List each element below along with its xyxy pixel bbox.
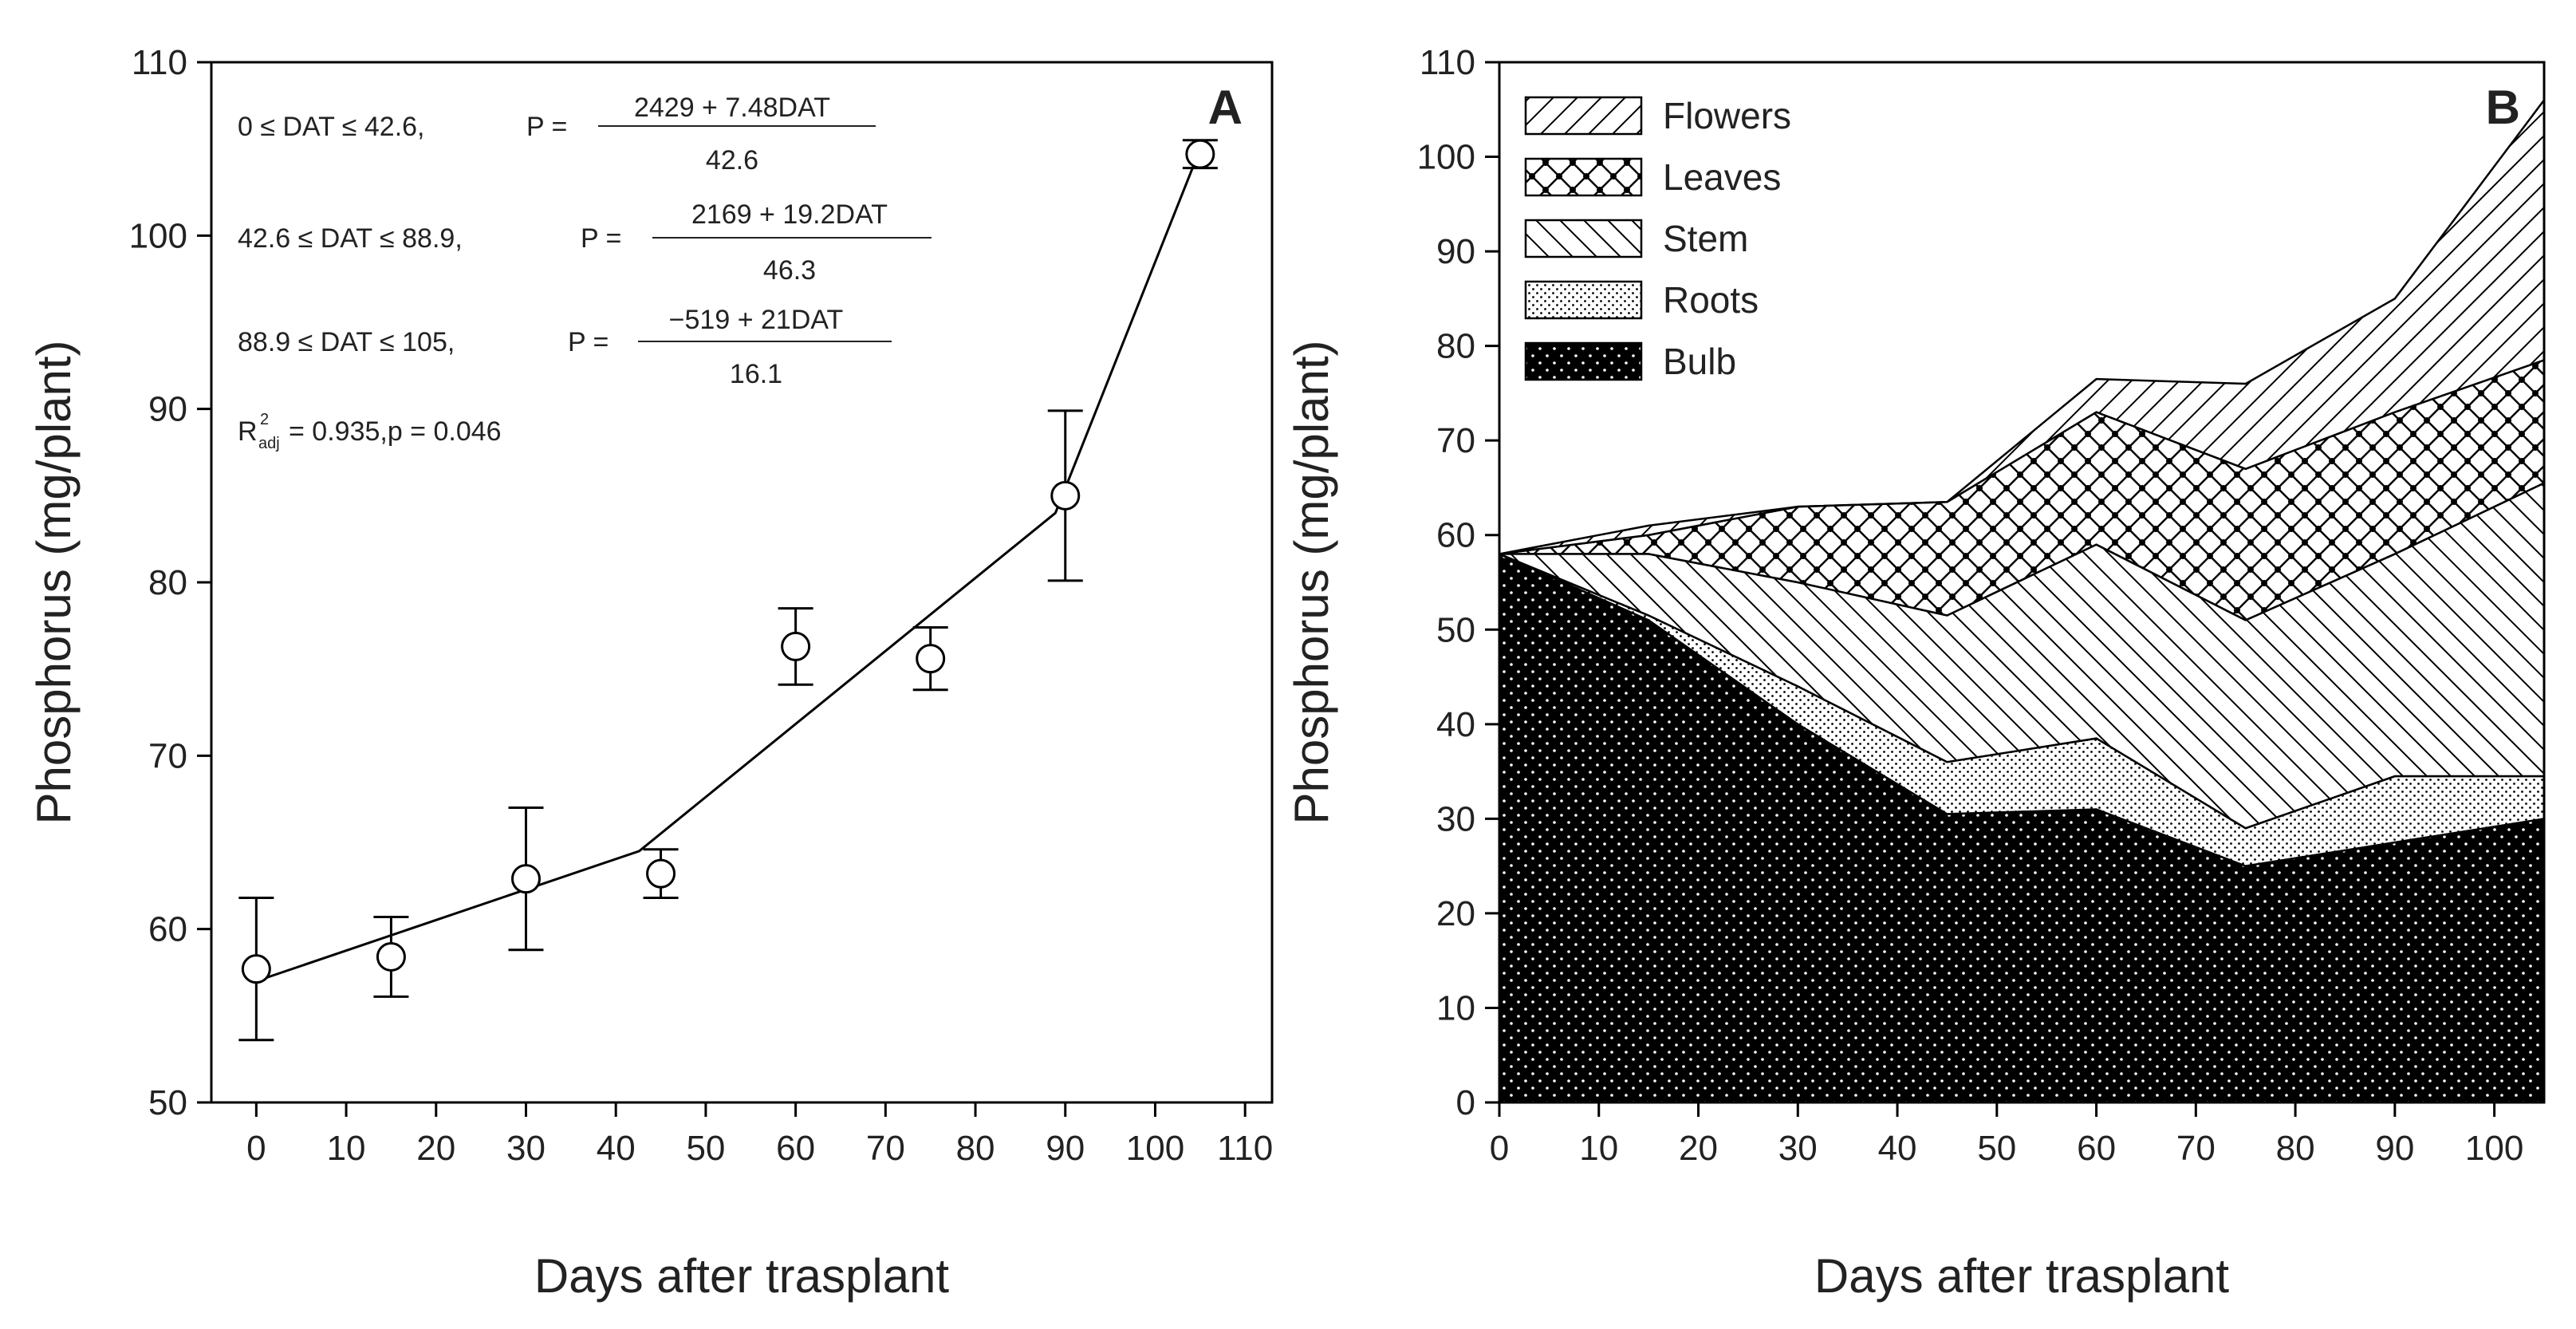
panel-a-y-ticks: 50 60 70 80 90 100 110 — [129, 43, 211, 1122]
panel-b-x-tick-label: 90 — [2375, 1129, 2414, 1168]
panel-a-x-tick-label: 50 — [686, 1129, 725, 1168]
panel-a-piecewise-fit-line — [255, 148, 1202, 983]
eq1-denominator: 42.6 — [706, 145, 758, 175]
panel-a-error-bars — [238, 139, 1218, 1042]
eq3-numerator: −519 + 21DAT — [669, 305, 844, 335]
panel-b-x-axis-label: Days after trasplant — [1814, 1249, 2230, 1303]
panel-b-y-tick-label: 50 — [1436, 610, 1475, 649]
legend-label-bulb: Bulb — [1663, 341, 1736, 382]
panel-b-x-ticks: 0 10 20 30 40 50 60 70 80 90 100 — [1490, 1102, 2523, 1168]
panel-a-fit-line — [255, 148, 1202, 983]
stats-r: R — [238, 416, 258, 447]
panel-a-y-tick-label: 90 — [148, 390, 187, 429]
legend-label-flowers: Flowers — [1663, 95, 1791, 136]
panel-b-x-tick-label: 100 — [2465, 1129, 2523, 1168]
panel-b-y-tick-label: 110 — [1420, 43, 1475, 82]
panel-a-x-tick-label: 80 — [956, 1129, 995, 1168]
panel-a-x-tick-label: 10 — [327, 1129, 366, 1168]
legend-label-roots: Roots — [1663, 279, 1759, 321]
panel-b-y-tick-label: 30 — [1436, 799, 1475, 838]
stats-sub: adj — [258, 435, 280, 452]
panel-b-y-tick-label: 70 — [1436, 421, 1475, 460]
legend-swatch-stem — [1524, 219, 1643, 258]
panel-a-y-tick-label: 70 — [148, 736, 187, 775]
data-point — [646, 858, 676, 889]
panel-a-x-axis-label: Days after trasplant — [534, 1249, 950, 1303]
panel-b-x-tick-label: 70 — [2176, 1129, 2216, 1168]
panel-a-y-tick-label: 100 — [129, 216, 187, 255]
eq2-denominator: 46.3 — [763, 255, 816, 286]
panel-b-x-tick-label: 40 — [1878, 1129, 1917, 1168]
panel-a-y-tick-label: 60 — [148, 910, 187, 949]
panel-a-y-tick-label: 80 — [148, 563, 187, 602]
eq2-numerator: 2169 + 19.2DAT — [691, 199, 888, 230]
panel-a-x-tick-label: 100 — [1126, 1129, 1184, 1168]
panel-b-label: B — [2486, 81, 2520, 134]
panel-a-x-tick-label: 20 — [416, 1129, 455, 1168]
panel-a-x-ticks: 0 10 20 30 40 50 60 70 80 90 100 110 — [246, 1102, 1273, 1168]
panel-a-x-tick-label: 110 — [1217, 1129, 1273, 1168]
data-point — [241, 954, 271, 984]
panel-a-x-tick-label: 60 — [776, 1129, 815, 1168]
panel-b-y-tick-label: 40 — [1436, 705, 1475, 744]
legend-label-stem: Stem — [1663, 218, 1748, 259]
panel-b-y-axis-label: Phosphorus (mg/plant) — [1285, 341, 1338, 825]
eq1-range: 0 ≤ DAT ≤ 42.6, — [238, 112, 425, 142]
panel-b-y-ticks: 0 10 20 30 40 50 60 70 80 90 100 110 — [1417, 43, 1499, 1122]
stats-sup: 2 — [260, 411, 269, 428]
panel-a-label: A — [1208, 81, 1243, 134]
panel-b-y-tick-label: 100 — [1417, 138, 1475, 177]
panel-a-x-tick-label: 40 — [597, 1129, 636, 1168]
panel-b-x-tick-label: 80 — [2276, 1129, 2315, 1168]
panel-a: 50 60 70 80 90 100 110 0 10 20 30 40 50 60 70 80 90 100 1… — [27, 43, 1274, 1303]
panel-a-y-tick-label: 50 — [148, 1083, 187, 1122]
panel-a-points — [241, 139, 1215, 984]
panel-a-x-tick-label: 70 — [866, 1129, 905, 1168]
panel-b-x-tick-label: 60 — [2077, 1129, 2116, 1168]
eq1-numerator: 2429 + 7.48DAT — [634, 93, 830, 123]
panel-b-x-tick-label: 30 — [1778, 1129, 1818, 1168]
eq3-denominator: 16.1 — [730, 359, 782, 389]
data-point — [1185, 139, 1215, 169]
legend-label-leaves: Leaves — [1663, 156, 1781, 198]
eq2-lhs: P = — [581, 223, 621, 254]
panel-b-y-tick-label: 20 — [1436, 894, 1475, 933]
eq1-lhs: P = — [526, 112, 567, 142]
panel-b-y-tick-label: 0 — [1456, 1083, 1475, 1122]
panel-b-plot-frame — [1498, 61, 2546, 1104]
eq3-range: 88.9 ≤ DAT ≤ 105, — [238, 327, 455, 357]
panel-b-y-tick-label: 10 — [1436, 988, 1475, 1027]
data-point — [781, 631, 811, 661]
legend-swatch-roots — [1524, 280, 1643, 320]
data-point — [510, 864, 541, 894]
panel-b-y-tick-label: 90 — [1436, 232, 1475, 271]
panel-b-legend: Flowers Leaves Stem Roots Bulb — [1524, 95, 1791, 382]
eq2-range: 42.6 ≤ DAT ≤ 88.9, — [238, 223, 463, 254]
panel-a-x-tick-label: 0 — [246, 1129, 266, 1168]
panel-b-y-tick-label: 60 — [1436, 516, 1475, 555]
data-point — [376, 941, 406, 972]
stats-text: = 0.935,p = 0.046 — [289, 416, 502, 447]
legend-swatch-flowers — [1524, 96, 1643, 136]
legend-swatch-bulb — [1524, 341, 1643, 381]
legend-swatch-leaves — [1524, 157, 1643, 197]
data-point — [1050, 480, 1081, 511]
panel-b-x-tick-label: 50 — [1977, 1129, 2016, 1168]
eq3-lhs: P = — [568, 327, 609, 357]
panel-a-y-axis-label: Phosphorus (mg/plant) — [27, 341, 81, 825]
panel-b-x-tick-label: 0 — [1490, 1129, 1509, 1168]
panel-b-stacked-areas — [1498, 97, 2546, 1104]
panel-a-x-tick-label: 30 — [506, 1129, 546, 1168]
panel-b-y-tick-label: 80 — [1436, 327, 1475, 366]
panel-b-x-tick-label: 10 — [1579, 1129, 1618, 1168]
panel-b-x-tick-label: 20 — [1679, 1129, 1718, 1168]
panel-a-y-tick-label: 110 — [132, 43, 187, 82]
panel-a-x-tick-label: 90 — [1046, 1129, 1085, 1168]
panel-a-equations: 0 ≤ DAT ≤ 42.6, P = 2429 + 7.48DAT 42.6 … — [238, 93, 932, 452]
panel-b: 0 10 20 30 40 50 60 70 80 90 100 110 0 10 20 30 40 50 60 7… — [1285, 43, 2546, 1303]
data-point — [916, 644, 946, 674]
